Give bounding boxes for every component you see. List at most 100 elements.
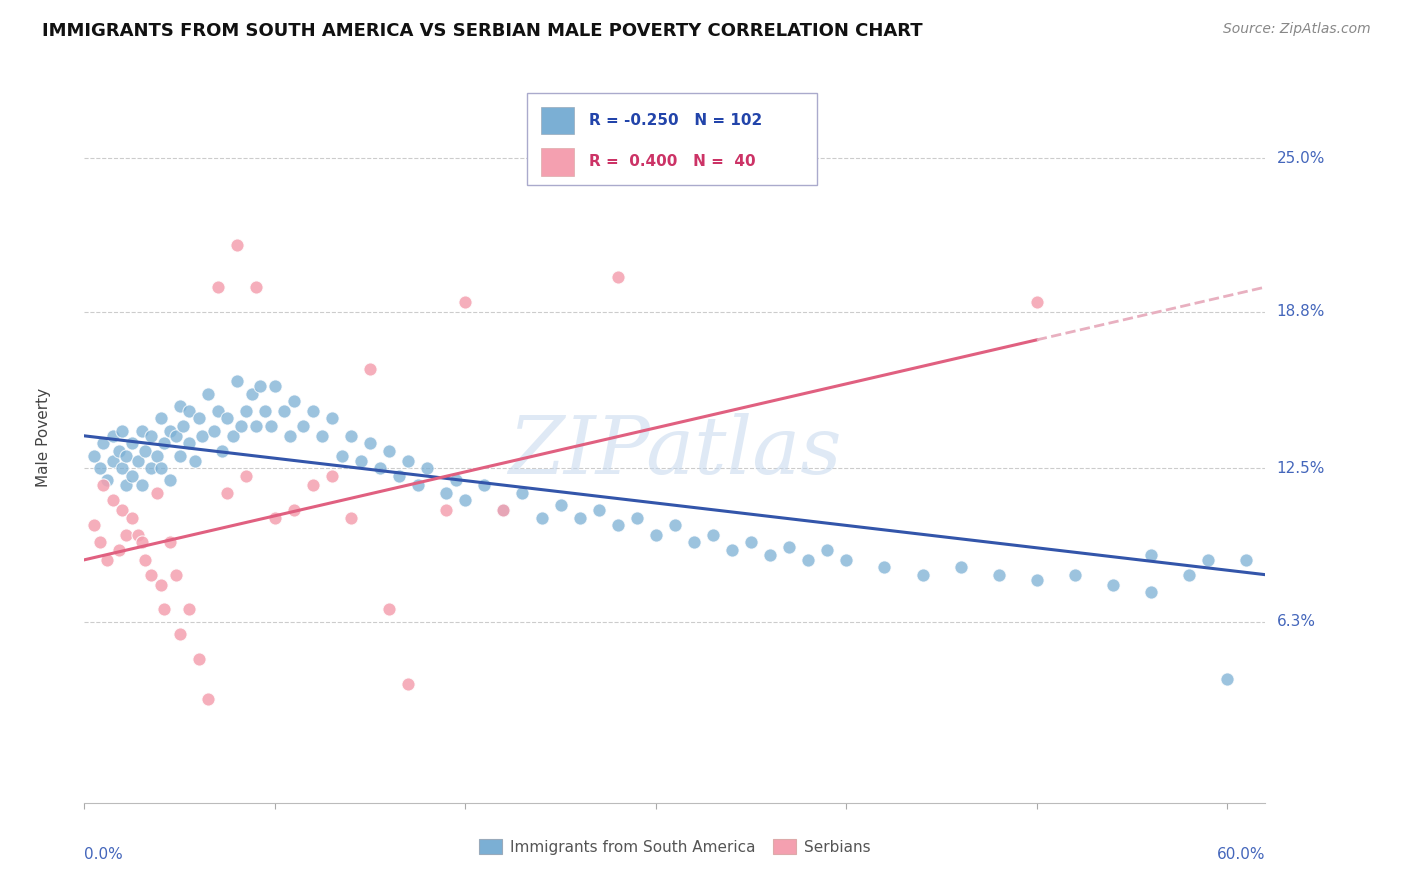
Point xyxy=(512,486,534,500)
Text: 18.8%: 18.8% xyxy=(1277,304,1324,319)
Point xyxy=(169,399,191,413)
Point xyxy=(217,486,239,500)
Point xyxy=(101,493,124,508)
Point xyxy=(873,560,896,574)
Point xyxy=(321,468,343,483)
Point xyxy=(987,567,1010,582)
Point xyxy=(778,541,800,555)
Point xyxy=(149,411,172,425)
Point xyxy=(492,503,515,517)
Point xyxy=(127,528,149,542)
Point xyxy=(378,602,401,616)
Point xyxy=(83,518,105,533)
Text: Source: ZipAtlas.com: Source: ZipAtlas.com xyxy=(1223,22,1371,37)
FancyBboxPatch shape xyxy=(527,94,817,185)
Point xyxy=(474,478,496,492)
Point xyxy=(606,270,628,285)
Point xyxy=(165,567,187,582)
Point xyxy=(311,429,333,443)
Point xyxy=(169,627,191,641)
Point xyxy=(815,542,838,557)
Point xyxy=(217,411,239,425)
Point xyxy=(1102,577,1125,591)
FancyBboxPatch shape xyxy=(541,107,575,135)
Point xyxy=(454,295,477,310)
Text: 0.0%: 0.0% xyxy=(84,847,124,862)
Point xyxy=(225,374,247,388)
Point xyxy=(111,461,134,475)
Point xyxy=(340,429,363,443)
Point xyxy=(107,443,129,458)
Point xyxy=(145,449,167,463)
Point xyxy=(197,386,219,401)
Point xyxy=(202,424,225,438)
Text: 60.0%: 60.0% xyxy=(1218,847,1265,862)
Point xyxy=(273,404,295,418)
Point xyxy=(416,461,439,475)
Point xyxy=(207,404,229,418)
Text: R =  0.400   N =  40: R = 0.400 N = 40 xyxy=(589,154,755,169)
Point xyxy=(96,553,118,567)
Point xyxy=(283,394,305,409)
Point xyxy=(302,478,325,492)
Point xyxy=(835,553,858,567)
Point xyxy=(187,411,209,425)
Point xyxy=(702,528,724,542)
Point xyxy=(159,424,181,438)
Point xyxy=(263,510,285,524)
Point xyxy=(169,449,191,463)
Point xyxy=(121,468,143,483)
Point xyxy=(359,362,381,376)
Point xyxy=(378,443,401,458)
Point xyxy=(492,503,515,517)
Point xyxy=(187,652,209,666)
Point xyxy=(330,449,353,463)
Point xyxy=(153,602,176,616)
Point xyxy=(302,404,325,418)
Point xyxy=(197,691,219,706)
Point xyxy=(1025,573,1047,587)
Point xyxy=(396,453,419,467)
Point xyxy=(359,436,381,450)
Point xyxy=(1140,548,1163,562)
Point xyxy=(101,429,124,443)
Point xyxy=(283,503,305,517)
Point xyxy=(134,443,156,458)
Point xyxy=(121,436,143,450)
Point xyxy=(278,429,301,443)
Point xyxy=(139,429,162,443)
Point xyxy=(626,510,648,524)
Point xyxy=(434,486,457,500)
Point xyxy=(222,429,245,443)
FancyBboxPatch shape xyxy=(541,148,575,176)
Point xyxy=(134,553,156,567)
Point xyxy=(111,503,134,517)
Point xyxy=(179,404,201,418)
Point xyxy=(145,486,167,500)
Text: ZIPatlas: ZIPatlas xyxy=(508,413,842,491)
Point xyxy=(664,518,686,533)
Point xyxy=(107,542,129,557)
Point xyxy=(1178,567,1201,582)
Point xyxy=(115,449,138,463)
Point xyxy=(683,535,706,549)
Point xyxy=(115,528,138,542)
Point xyxy=(1197,553,1219,567)
Point xyxy=(292,418,315,433)
Point xyxy=(1216,672,1239,686)
Point xyxy=(949,560,972,574)
Point xyxy=(115,478,138,492)
Point xyxy=(740,535,762,549)
Point xyxy=(131,478,153,492)
Point xyxy=(93,436,115,450)
Text: IMMIGRANTS FROM SOUTH AMERICA VS SERBIAN MALE POVERTY CORRELATION CHART: IMMIGRANTS FROM SOUTH AMERICA VS SERBIAN… xyxy=(42,22,922,40)
Point xyxy=(434,503,457,517)
Point xyxy=(396,677,419,691)
Point xyxy=(911,567,934,582)
Point xyxy=(588,503,610,517)
Point xyxy=(454,493,477,508)
Point xyxy=(153,436,176,450)
Point xyxy=(1234,553,1257,567)
Legend: Immigrants from South America, Serbians: Immigrants from South America, Serbians xyxy=(472,833,877,861)
Point xyxy=(260,418,283,433)
